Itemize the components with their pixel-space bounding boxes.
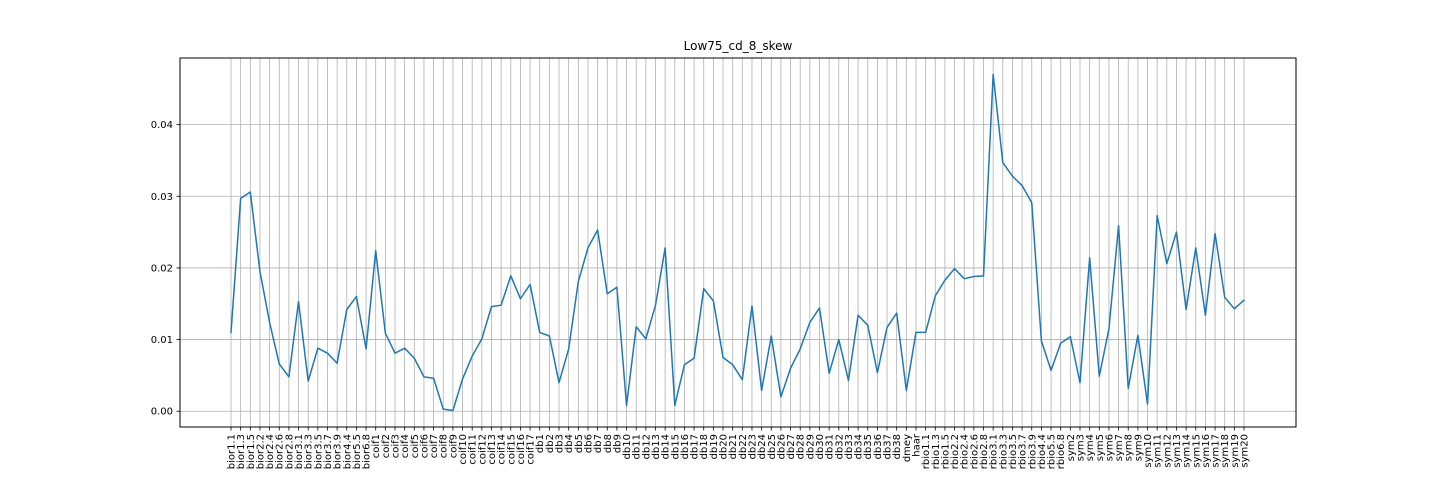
chart-title: Low75_cd_8_skew bbox=[684, 39, 793, 53]
y-tick-label: 0.00 bbox=[151, 407, 173, 418]
y-tick-label: 0.03 bbox=[151, 192, 173, 203]
x-tick-label: sym20 bbox=[1240, 434, 1251, 468]
y-tick-label: 0.01 bbox=[151, 335, 173, 346]
y-tick-label: 0.04 bbox=[151, 120, 173, 131]
y-tick-label: 0.02 bbox=[151, 263, 173, 274]
